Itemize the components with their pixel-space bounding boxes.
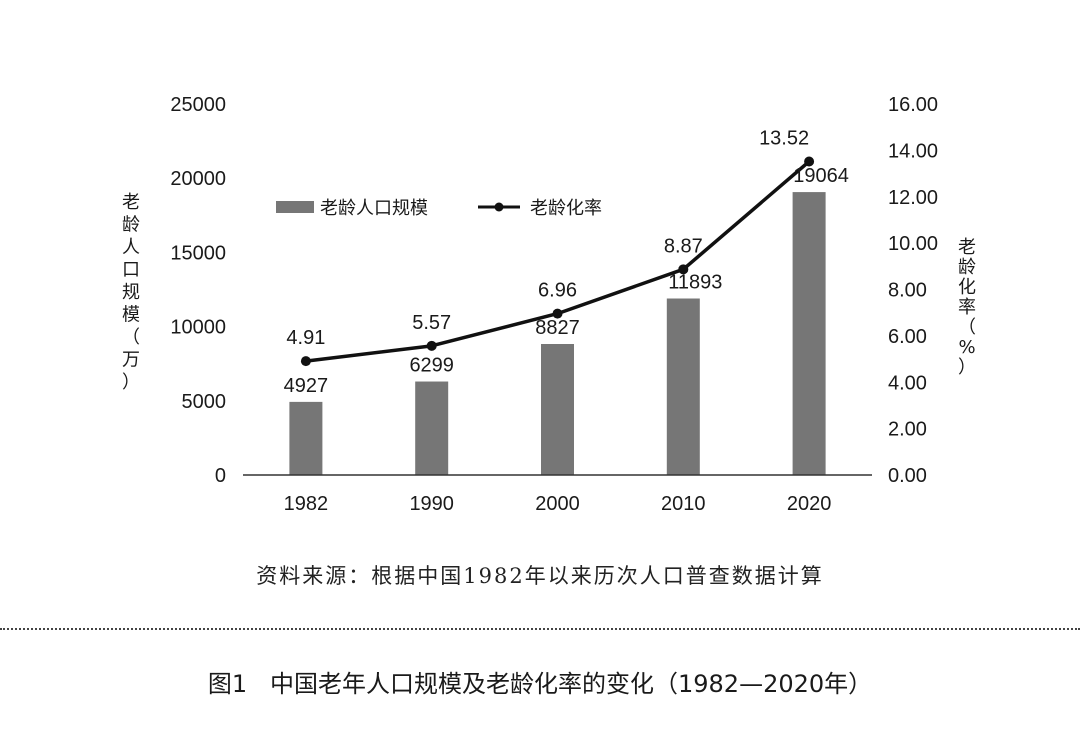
left-tick-label: 20000 (170, 168, 226, 190)
right-tick-label: 4.00 (888, 372, 927, 394)
axis-title-glyph: 模 (122, 305, 140, 326)
axis-title-glyph: 老 (122, 192, 140, 213)
right-axis-title: 老龄化率（%） (958, 237, 976, 378)
bar (415, 381, 449, 475)
left-tick-label: 10000 (170, 317, 226, 339)
line-point (804, 156, 815, 167)
x-tick-label: 2000 (535, 493, 580, 515)
right-axis-ticks: 0.00 2.00 4.00 6.00 8.00 10.00 12.00 14.00 16.00 (888, 94, 938, 487)
line-data-labels: 4.91 5.57 6.96 8.87 13.52 (286, 128, 809, 350)
right-tick-label: 2.00 (888, 419, 927, 441)
bar-value-label: 8827 (535, 317, 580, 339)
axis-title-glyph: ） (958, 357, 976, 378)
line-point (552, 308, 563, 319)
line-point (426, 340, 437, 351)
right-tick-label: 12.00 (888, 187, 938, 209)
bar-series (289, 192, 826, 475)
x-tick-label: 1982 (284, 493, 329, 515)
legend-swatch-marker (494, 202, 504, 212)
bar (666, 298, 700, 475)
line-value-label: 6.96 (538, 280, 577, 302)
bar (792, 192, 826, 475)
line-value-label: 8.87 (664, 235, 703, 257)
x-axis-ticks: 1982 1990 2000 2010 2020 (284, 493, 832, 515)
legend-label-bar: 老龄人口规模 (320, 198, 428, 219)
line-value-label: 13.52 (759, 128, 809, 150)
right-tick-label: 10.00 (888, 233, 938, 255)
left-tick-label: 0 (215, 465, 226, 487)
axis-title-glyph: 化 (958, 277, 976, 298)
right-tick-label: 8.00 (888, 280, 927, 302)
axis-title-glyph: 口 (122, 260, 140, 281)
right-tick-label: 0.00 (888, 465, 927, 487)
axis-title-glyph: % (958, 337, 975, 358)
right-tick-label: 16.00 (888, 94, 938, 116)
x-tick-label: 1990 (409, 493, 454, 515)
right-tick-label: 6.00 (888, 326, 927, 348)
axis-title-glyph: 率 (958, 297, 976, 318)
axis-title-glyph: （ (958, 317, 976, 338)
bar-data-labels: 4927 6299 8827 11893 19064 (284, 165, 849, 397)
left-axis-title: 老龄人口规模（万） (122, 192, 140, 393)
bar-value-label: 4927 (284, 375, 329, 397)
legend-label-line: 老龄化率 (530, 198, 602, 219)
x-tick-label: 2010 (661, 493, 706, 515)
left-tick-label: 25000 (170, 94, 226, 116)
bar (289, 401, 323, 475)
axis-title-glyph: （ (122, 327, 140, 348)
line-series (300, 156, 815, 367)
axis-title-glyph: 老 (958, 237, 976, 258)
bar-value-label: 11893 (668, 272, 722, 294)
source-note: 资料来源：根据中国1982年以来历次人口普查数据计算 (256, 564, 824, 588)
left-axis-ticks: 0 5000 10000 15000 20000 25000 (170, 94, 226, 487)
axis-title-glyph: 龄 (122, 215, 140, 236)
line-point (300, 356, 311, 367)
axis-title-glyph: 龄 (958, 257, 976, 278)
axis-title-glyph: 规 (122, 282, 140, 303)
figure-caption: 图1 中国老年人口规模及老龄化率的变化（1982—2020年） (207, 670, 873, 698)
legend-swatch-bar (276, 201, 314, 213)
right-tick-label: 14.00 (888, 140, 938, 162)
axis-titles: 老龄人口规模（万） 老龄化率（%） (122, 192, 976, 393)
axis-title-glyph: ） (122, 372, 140, 393)
dotted-divider (0, 628, 1080, 630)
combo-chart: 0 5000 10000 15000 20000 25000 0.00 2.00 4.00 6.… (122, 94, 976, 515)
axis-title-glyph: 万 (122, 350, 140, 371)
bar-value-label: 19064 (793, 165, 849, 187)
left-tick-label: 5000 (182, 391, 227, 413)
legend: 老龄人口规模 老龄化率 (276, 198, 602, 219)
bar (541, 344, 574, 475)
left-tick-label: 15000 (170, 242, 226, 264)
line-point (678, 264, 689, 275)
bar-value-label: 6299 (409, 355, 454, 377)
line-value-label: 4.91 (286, 327, 325, 349)
line-value-label: 5.57 (412, 312, 451, 334)
x-tick-label: 2020 (787, 493, 832, 515)
axis-title-glyph: 人 (122, 237, 140, 258)
